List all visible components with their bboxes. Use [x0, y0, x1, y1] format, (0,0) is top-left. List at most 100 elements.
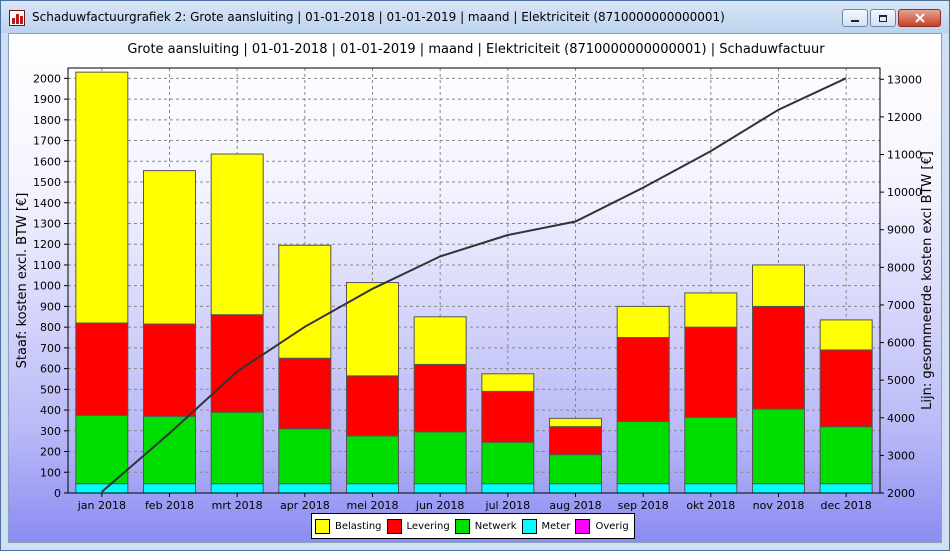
- title-bar[interactable]: Schaduwfactuurgrafiek 2: Grote aansluiti…: [1, 1, 949, 33]
- bar-levering: [549, 426, 602, 456]
- y-tick-label: 800: [40, 321, 61, 334]
- x-tick-label: okt 2018: [686, 499, 735, 512]
- x-tick-label: jun 2018: [415, 499, 465, 512]
- bar-netwerk: [346, 435, 399, 485]
- bar-meter: [616, 483, 670, 494]
- cumulative-line: [101, 77, 847, 493]
- bar-netwerk: [752, 408, 805, 485]
- bar-netwerk: [684, 416, 738, 485]
- x-tick-label: feb 2018: [145, 499, 194, 512]
- bar-levering: [75, 322, 129, 416]
- x-tick-label: apr 2018: [280, 499, 330, 512]
- y2-tick-label: 8000: [887, 261, 915, 274]
- bar-belasting: [346, 282, 399, 377]
- y-tick-label: 500: [40, 383, 61, 396]
- bar-belasting: [413, 316, 467, 365]
- close-button[interactable]: [898, 9, 941, 27]
- bar-meter: [413, 483, 467, 494]
- y2-tick-label: 7000: [887, 299, 915, 312]
- bar-levering: [481, 390, 535, 443]
- bar-meter: [481, 483, 535, 494]
- minimize-icon: [851, 20, 859, 22]
- legend-swatch: [575, 518, 591, 534]
- x-tick-label: jan 2018: [77, 499, 126, 512]
- x-tick-label: aug 2018: [549, 499, 601, 512]
- y-tick-label: 1000: [33, 280, 61, 293]
- bar-meter: [752, 483, 805, 494]
- y2-tick-label: 6000: [887, 337, 915, 350]
- y-tick-label: 1700: [33, 135, 61, 148]
- x-tick-label: nov 2018: [753, 499, 805, 512]
- bar-belasting: [684, 292, 738, 328]
- y-axis-label: Staaf: kosten excl. BTW [€]: [15, 193, 30, 369]
- y-tick-label: 1200: [33, 238, 61, 251]
- window-title: Schaduwfactuurgrafiek 2: Grote aansluiti…: [32, 10, 725, 24]
- y-tick-label: 1100: [33, 259, 61, 272]
- x-tick-label: mrt 2018: [212, 499, 263, 512]
- y-tick-label: 600: [40, 363, 61, 376]
- bar-netwerk: [413, 431, 467, 485]
- bar-belasting: [616, 305, 670, 339]
- bar-netwerk: [278, 428, 332, 485]
- bar-netwerk: [549, 454, 602, 485]
- y-tick-label: 700: [40, 342, 61, 355]
- y2-axis-label: Lijn: gesommeerde kosten excl BTW [€]: [920, 151, 935, 410]
- x-tick-label: sep 2018: [618, 499, 669, 512]
- legend-swatch: [315, 518, 330, 534]
- bar-belasting: [143, 170, 196, 325]
- maximize-button[interactable]: [870, 9, 896, 27]
- bar-belasting: [752, 264, 805, 307]
- x-tick-label: jul 2018: [485, 499, 531, 512]
- legend-swatch: [454, 518, 470, 534]
- y-tick-label: 1500: [33, 176, 61, 189]
- y-tick-label: 1600: [33, 155, 61, 168]
- bar-levering: [413, 363, 467, 433]
- y2-tick-label: 4000: [887, 412, 915, 425]
- bar-meter: [684, 483, 738, 494]
- y-tick-label: 400: [40, 404, 61, 417]
- y-tick-label: 200: [40, 446, 61, 459]
- bar-levering: [684, 326, 738, 418]
- bar-belasting: [278, 244, 332, 359]
- bar-netwerk: [75, 414, 129, 485]
- bar-levering: [278, 357, 332, 430]
- close-icon: [914, 13, 925, 23]
- legend-item-overig: Overig: [575, 518, 629, 534]
- bar-netwerk: [616, 420, 670, 485]
- legend-label: Overig: [595, 520, 629, 532]
- bar-levering: [210, 314, 264, 413]
- minimize-button[interactable]: [842, 9, 868, 27]
- y-tick-label: 100: [40, 466, 61, 479]
- legend-label: Belasting: [335, 520, 382, 532]
- legend-item-levering: Levering: [386, 518, 450, 534]
- x-tick-label: mei 2018: [346, 499, 398, 512]
- y2-tick-label: 5000: [887, 374, 915, 387]
- y-tick-label: 1400: [33, 197, 61, 210]
- y2-tick-label: 12000: [887, 111, 922, 124]
- y-tick-label: 0: [54, 487, 61, 500]
- legend-label: Netwerk: [474, 520, 517, 532]
- legend-item-netwerk: Netwerk: [454, 518, 517, 534]
- bar-meter: [549, 483, 602, 494]
- legend-label: Levering: [406, 520, 450, 532]
- bar-levering: [616, 337, 670, 422]
- bar-meter: [278, 483, 332, 494]
- chart-area: Grote aansluiting | 01-01-2018 | 01-01-2…: [8, 33, 942, 543]
- bar-netwerk: [481, 441, 535, 485]
- bar-levering: [819, 349, 873, 428]
- bar-netwerk: [143, 415, 196, 485]
- chart-svg: 0 100 200 300 400 500 600 700 800 900 1000 1100 1200…: [15, 67, 935, 512]
- chart-legend: Belasting Levering Netwerk Meter Overig: [311, 513, 635, 539]
- y2-tick-label: 9000: [887, 224, 915, 237]
- bar-meter: [819, 483, 873, 494]
- bar-netwerk: [819, 426, 873, 485]
- y-tick-label: 1300: [33, 217, 61, 230]
- y-tick-label: 900: [40, 300, 61, 313]
- chart-app-icon[interactable]: [9, 10, 25, 26]
- y2-tick-label: 11000: [887, 149, 922, 162]
- y-tick-label: 1900: [33, 93, 61, 106]
- legend-swatch: [386, 518, 402, 534]
- x-tick-label: dec 2018: [821, 499, 872, 512]
- bar-meter: [210, 483, 264, 494]
